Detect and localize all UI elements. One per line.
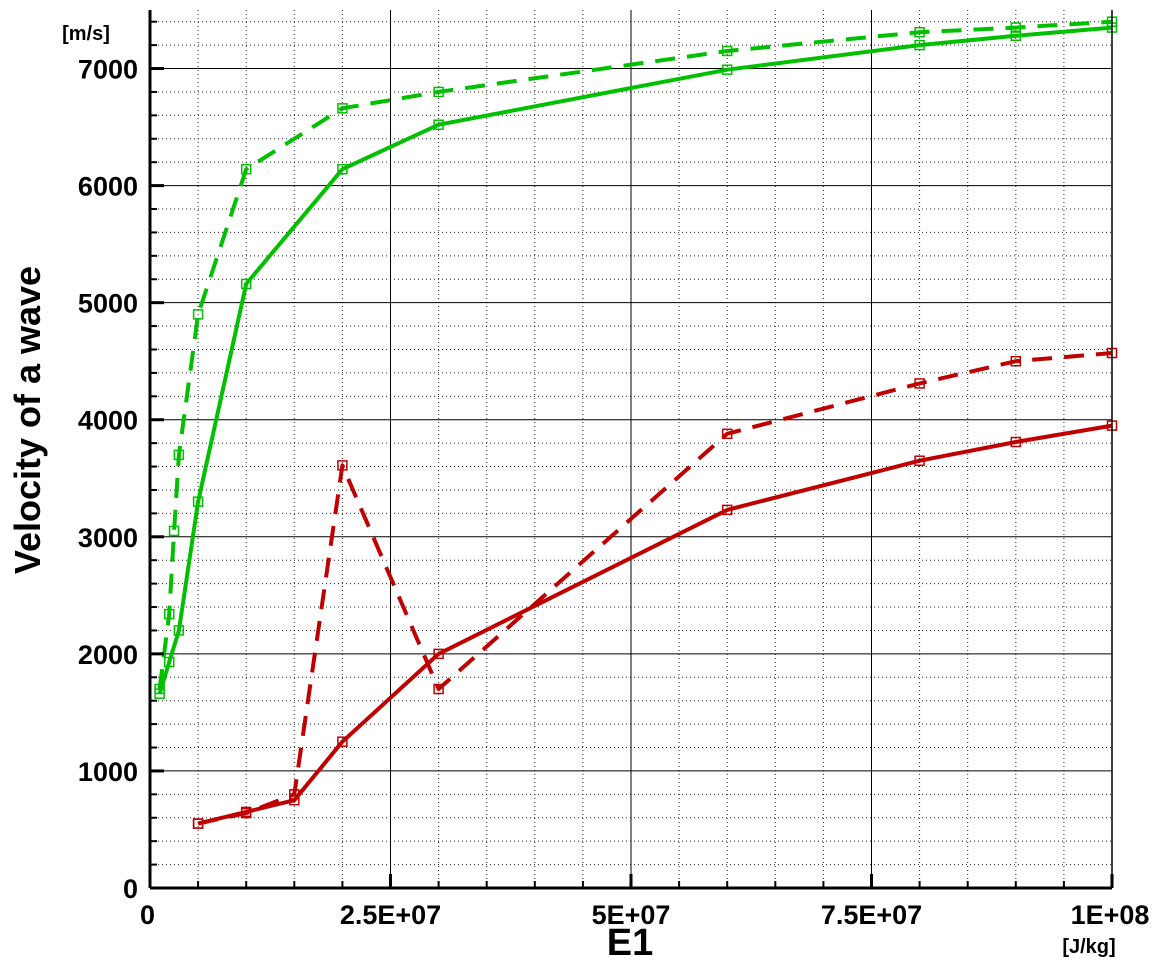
data-point-marker (192, 309, 204, 320)
data-point-marker (173, 449, 185, 461)
data-point-marker (240, 278, 252, 290)
y-axis-title: Velocity of a wave (7, 266, 48, 574)
data-point-marker (289, 789, 300, 800)
data-point-marker (721, 64, 733, 75)
data-point-marker (168, 525, 180, 537)
data-point-marker (337, 103, 348, 114)
y-tick-label: 3000 (78, 523, 138, 553)
series-2 (154, 16, 1118, 695)
series-line (197, 423, 1113, 826)
series-4 (192, 347, 1118, 829)
data-point-marker (154, 683, 165, 695)
x-tick-label: 1E+08 (1071, 900, 1150, 930)
data-point-marker (163, 656, 175, 668)
data-point-marker (1010, 436, 1022, 448)
data-point-marker (433, 86, 444, 98)
y-tick-label: 2000 (78, 640, 138, 670)
series-3 (192, 420, 1118, 829)
data-point-marker (192, 818, 204, 829)
x-axis-unit: [J/kg] (1062, 936, 1115, 958)
data-point-marker (337, 163, 348, 175)
data-point-marker (914, 455, 925, 466)
axes (148, 10, 1114, 890)
series-line (197, 351, 1113, 826)
data-point-marker (1010, 355, 1022, 367)
data-point-marker (721, 504, 733, 516)
data-point-marker (721, 45, 733, 57)
data-point-marker (433, 119, 444, 130)
labels: E1 [J/kg] Velocity of a wave [m/s] 0 2.5E… (7, 23, 1149, 962)
series-1 (154, 22, 1118, 699)
x-tick-label: 2.5E+07 (340, 900, 441, 930)
y-tick-label: 4000 (78, 406, 138, 436)
data-point-marker (163, 608, 175, 620)
data-point-marker (433, 648, 444, 660)
data-point-marker (192, 496, 204, 507)
x-tick-label: 5E+07 (592, 900, 671, 930)
data-point-marker (240, 163, 252, 175)
grid (150, 10, 1112, 888)
data-point-marker (1010, 30, 1022, 42)
data-point-marker (914, 39, 925, 51)
data-point-marker (173, 625, 185, 636)
data-point-marker (1010, 22, 1022, 33)
y-tick-label: 0 (123, 874, 138, 904)
data-point-marker (240, 807, 252, 819)
data-point-marker (914, 378, 925, 389)
data-point-marker (433, 683, 444, 695)
y-tick-label: 1000 (78, 757, 138, 787)
y-tick-label: 7000 (78, 55, 138, 85)
data-point-marker (337, 736, 348, 747)
y-tick-label: 5000 (78, 289, 138, 319)
x-tick-label: 7.5E+07 (821, 900, 922, 930)
x-axis-title: E1 (607, 922, 653, 962)
y-axis-unit: [m/s] (62, 23, 110, 45)
y-tick-label: 6000 (78, 172, 138, 202)
series-line (157, 19, 1113, 690)
data-point-marker (337, 460, 348, 471)
data-point-marker (914, 26, 925, 38)
series-group (154, 16, 1118, 829)
x-tick-label: 0 (140, 900, 155, 930)
data-point-marker (721, 428, 733, 440)
series-line (157, 25, 1113, 695)
